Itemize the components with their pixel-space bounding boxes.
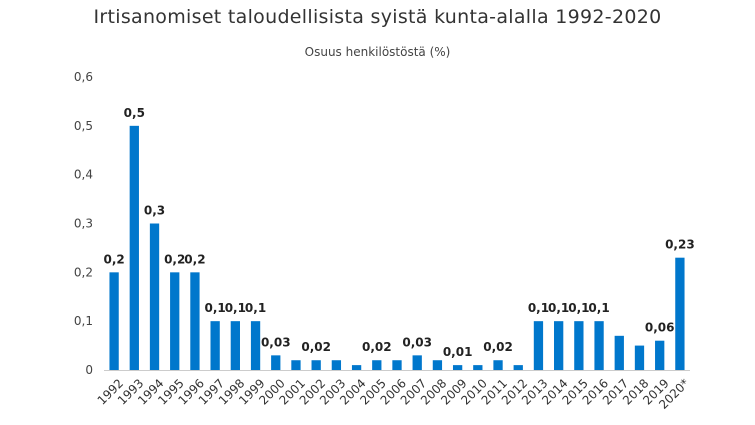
bar (412, 355, 422, 370)
bar (291, 360, 301, 370)
y-tick-label: 0,2 (74, 265, 93, 279)
y-tick-label: 0,3 (74, 217, 93, 231)
data-label: 0,5 (124, 106, 145, 120)
data-label: 0,03 (261, 335, 291, 349)
data-label: 0,02 (362, 340, 392, 354)
data-label: 0,1 (588, 301, 609, 315)
data-label: 0,23 (665, 238, 695, 252)
bar (129, 125, 139, 370)
bar (250, 321, 261, 370)
data-label: 0,06 (645, 321, 675, 335)
bar (614, 335, 624, 370)
data-label: 0,1 (205, 301, 226, 315)
data-label: 0,2 (164, 252, 185, 266)
bar (331, 360, 342, 370)
bar (473, 365, 483, 370)
chart-subtitle: Osuus henkilöstöstä (%) (304, 45, 451, 59)
data-label: 0,03 (402, 335, 432, 349)
bar (149, 223, 160, 370)
bar (170, 272, 180, 370)
bar (372, 360, 382, 370)
bar (452, 365, 463, 370)
data-label: 0,1 (245, 301, 266, 315)
bar (594, 321, 604, 370)
y-tick-label: 0,4 (74, 168, 93, 182)
data-label: 0,2 (184, 252, 205, 266)
bar (109, 272, 119, 370)
bar (634, 345, 645, 370)
y-tick-label: 0,6 (74, 70, 93, 84)
bar (271, 355, 281, 370)
bar (493, 360, 503, 370)
bar (554, 321, 564, 370)
data-label: 0,02 (483, 340, 513, 354)
bar (392, 360, 402, 370)
bar (311, 360, 321, 370)
data-label: 0,1 (568, 301, 589, 315)
y-tick-label: 0 (85, 363, 93, 377)
data-labels: 0,20,50,30,20,20,10,10,10,03 0,02 0,02 0,03… (103, 106, 694, 359)
bar (210, 321, 220, 370)
bar (351, 365, 362, 370)
x-axis-ticks: 1992199319941995199619971998199920002001… (95, 376, 692, 412)
data-label: 0,3 (144, 204, 165, 218)
data-label: 0,01 (443, 345, 473, 359)
data-label: 0,1 (225, 301, 246, 315)
bars (109, 125, 685, 370)
y-tick-label: 0,1 (74, 314, 93, 328)
data-label: 0,1 (528, 301, 549, 315)
bar (574, 321, 584, 370)
bar (190, 272, 200, 370)
bar (432, 360, 443, 370)
data-label: 0,02 (301, 340, 331, 354)
bar (513, 365, 523, 370)
bar (655, 340, 665, 370)
bar (230, 321, 240, 370)
y-axis-ticks: 0 0,1 0,2 0,3 0,4 0,5 0,6 (74, 70, 93, 377)
y-tick-label: 0,5 (74, 119, 93, 133)
data-label: 0,1 (548, 301, 569, 315)
bar (675, 257, 685, 370)
data-label: 0,2 (103, 252, 124, 266)
chart-title: Irtisanomiset taloudellisista syistä kun… (93, 6, 662, 28)
bar (533, 321, 544, 370)
